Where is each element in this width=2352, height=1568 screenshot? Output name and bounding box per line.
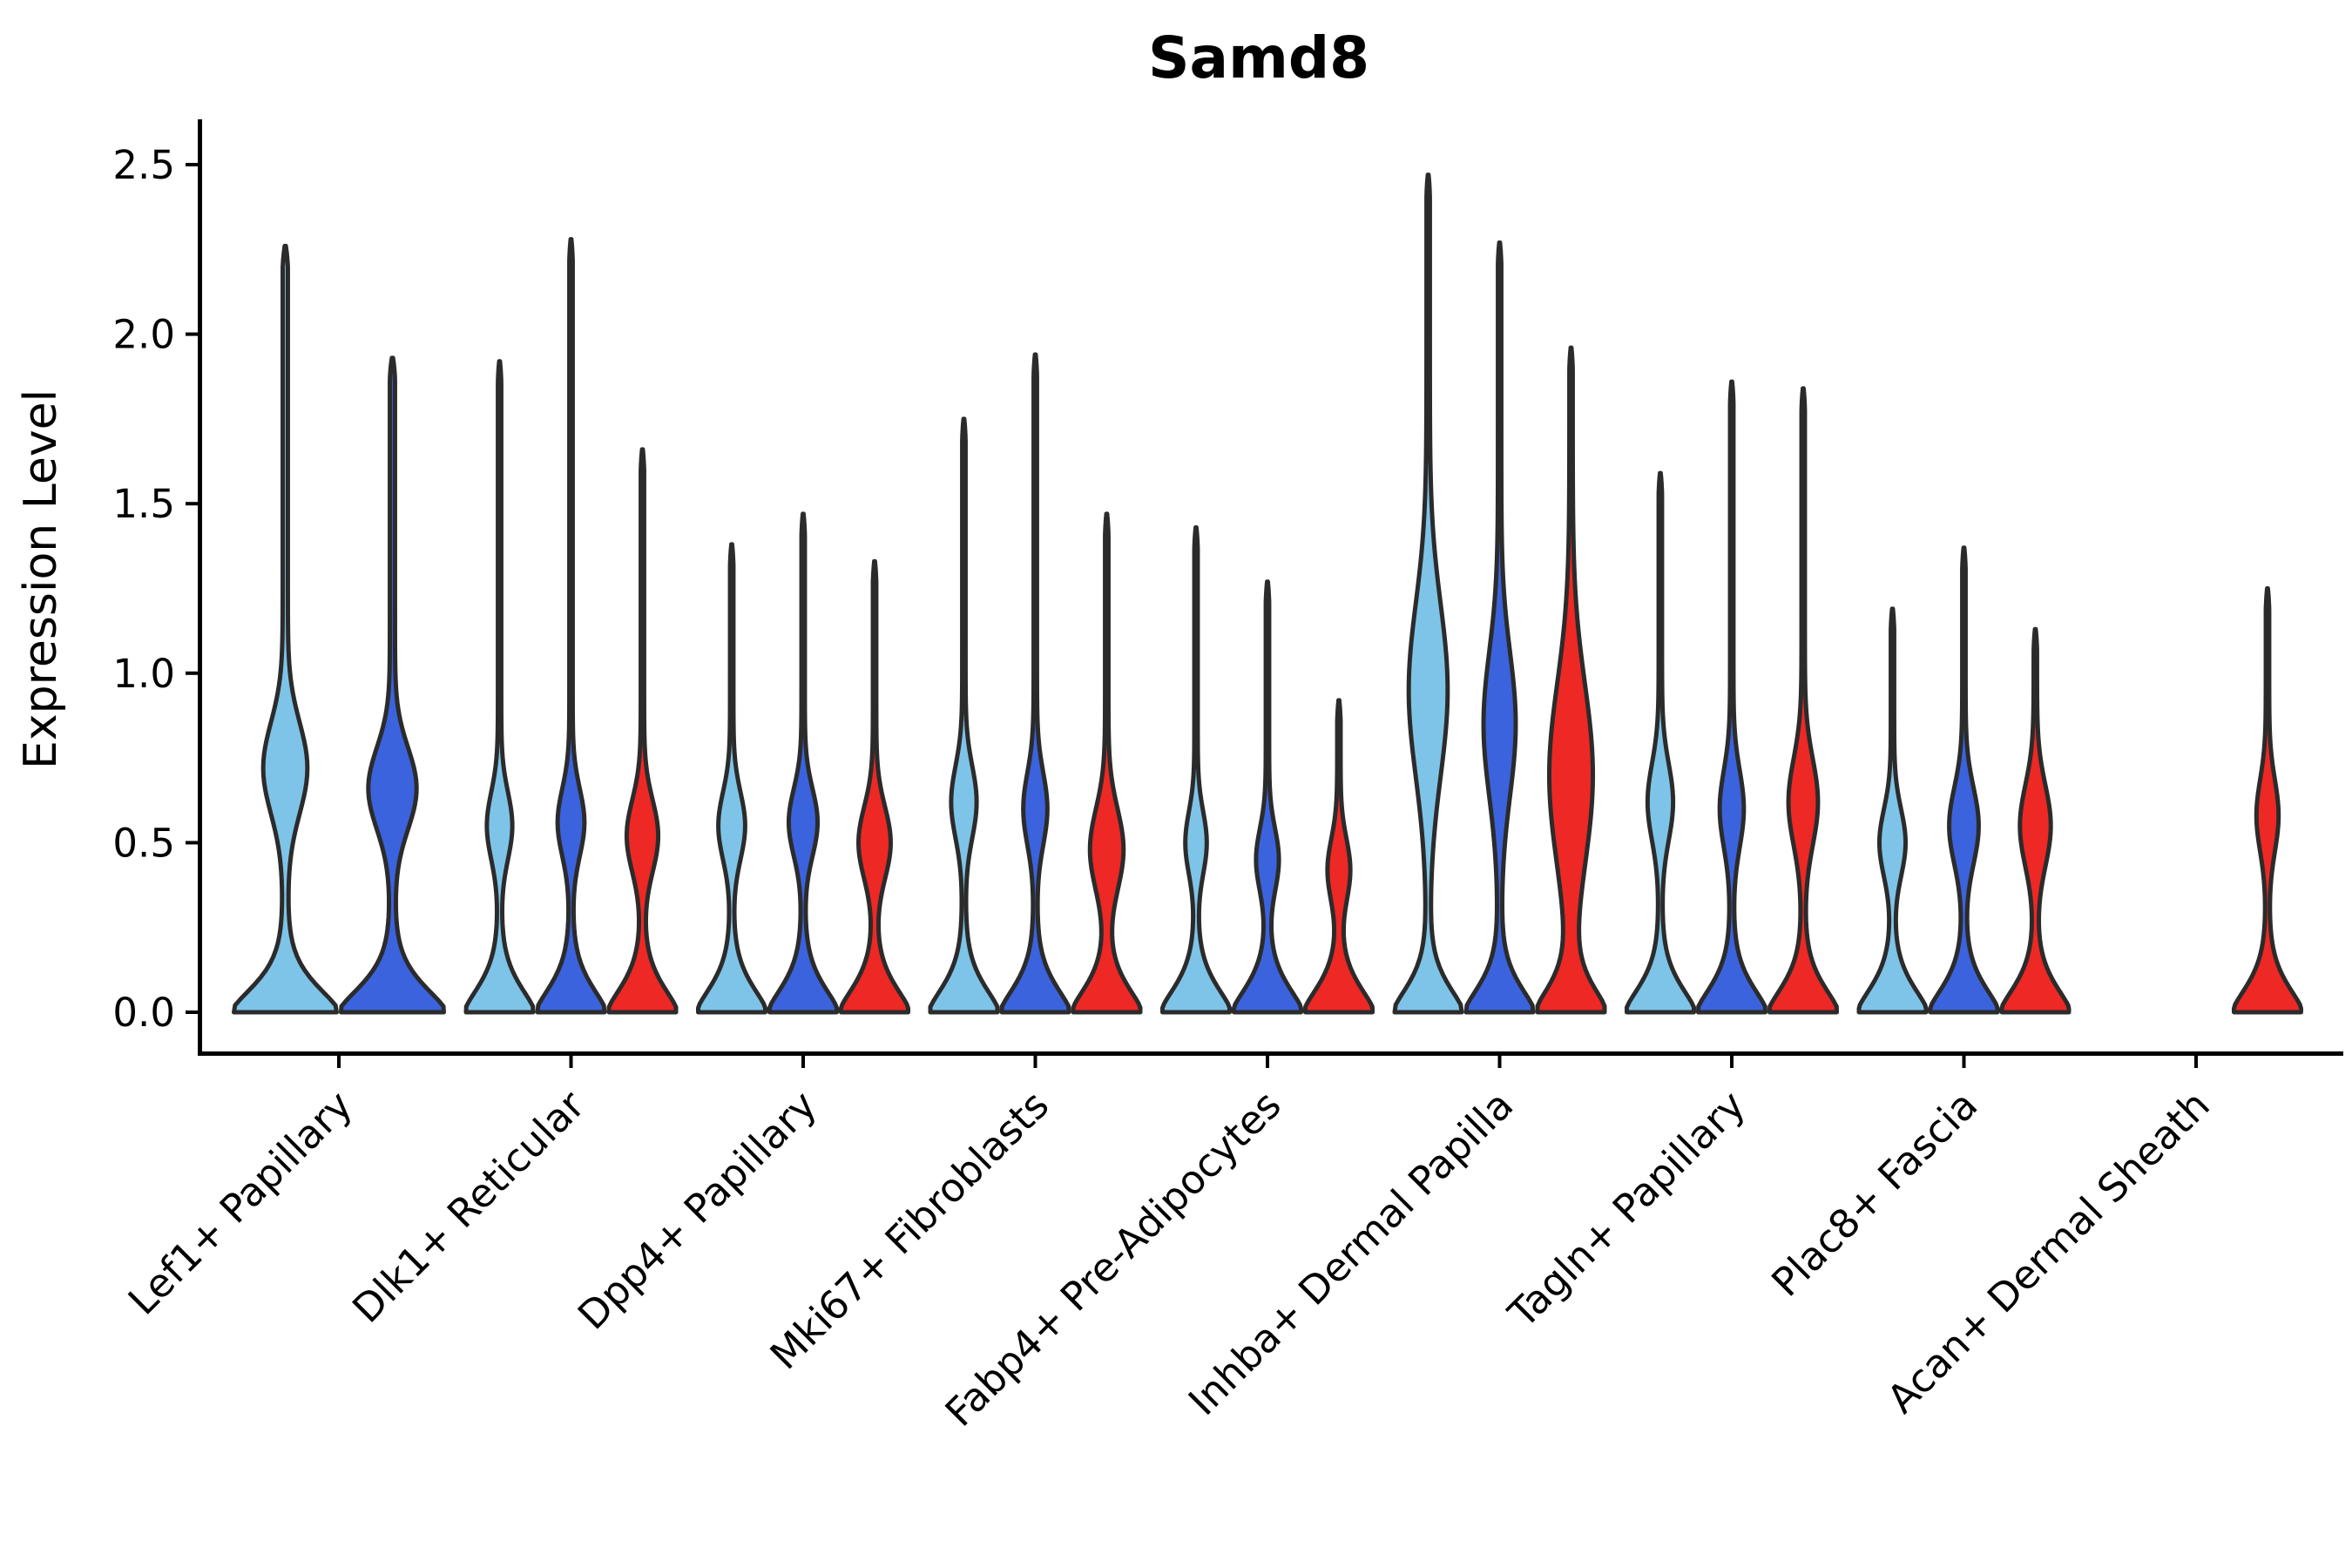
x-tick-label: Dpp4+ Papillary — [569, 1082, 826, 1339]
violin-6-red — [1535, 345, 1607, 1015]
y-tick-label: 1.5 — [112, 481, 175, 527]
violin-4-red — [1071, 511, 1143, 1015]
chart-title: Samd8 — [1147, 24, 1370, 91]
y-tick-label: 0.5 — [112, 820, 175, 866]
y-tick-label: 1.0 — [112, 651, 175, 697]
violin-6-dark_blue — [1463, 240, 1536, 1015]
y-tick-label: 0.0 — [112, 990, 175, 1036]
violin-7-red — [1767, 386, 1839, 1015]
violin-8-dark_blue — [1928, 545, 2000, 1015]
y-tick-label: 2.0 — [112, 312, 175, 358]
violin-6-light_blue — [1392, 172, 1464, 1015]
violin-4-dark_blue — [999, 352, 1071, 1015]
x-tick-label: Tagln+ Papillary — [1499, 1082, 1754, 1337]
violin-8-red — [1999, 626, 2072, 1015]
violin-3-red — [839, 558, 910, 1015]
violin-2-light_blue — [463, 359, 536, 1015]
x-tick-label: Dlk1+ Reticular — [343, 1081, 593, 1331]
violin-1-light_blue — [232, 243, 339, 1015]
violin-1-dark_blue — [339, 355, 446, 1015]
violin-5-light_blue — [1160, 524, 1232, 1015]
violin-7-light_blue — [1625, 470, 1696, 1015]
violin-3-light_blue — [696, 542, 767, 1015]
x-tick-label: Plac8+ Fascia — [1762, 1082, 1986, 1306]
y-tick-label: 2.5 — [112, 142, 175, 188]
violin-2-red — [606, 447, 679, 1015]
violin-4-light_blue — [928, 416, 1000, 1015]
violin-5-red — [1303, 698, 1375, 1015]
violin-3-dark_blue — [767, 511, 839, 1015]
violin-9-red — [2232, 586, 2303, 1015]
violin-5-dark_blue — [1232, 579, 1303, 1015]
violin-2-dark_blue — [535, 237, 607, 1015]
violin-8-light_blue — [1856, 606, 1929, 1015]
x-tick-label: Lef1+ Papillary — [119, 1082, 362, 1324]
violin-7-dark_blue — [1696, 379, 1767, 1015]
